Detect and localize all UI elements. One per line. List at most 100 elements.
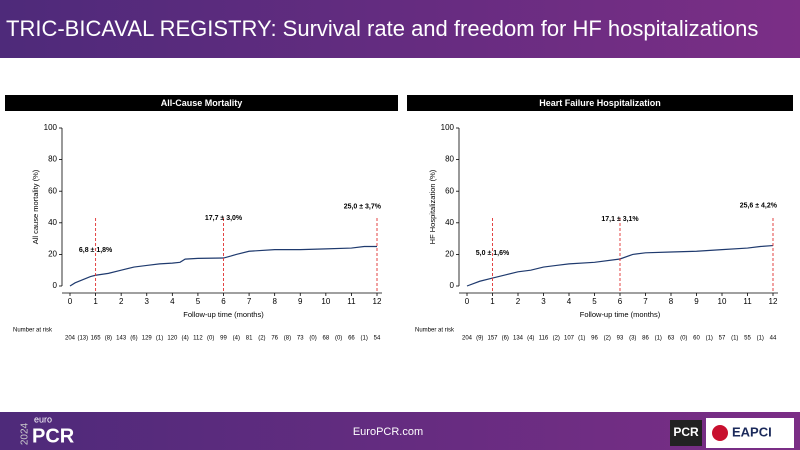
risk-censored: (0) [207,336,214,342]
footer-brand: PCR [32,425,75,447]
x-tick-label: 9 [694,297,699,306]
risk-count: 157 [487,336,498,342]
logo-box [670,420,702,446]
risk-count: 44 [770,336,777,342]
risk-censored: (13) [77,336,88,342]
x-tick-label: 11 [743,297,752,306]
risk-count: 165 [91,336,102,342]
risk-count: 134 [513,336,524,342]
x-tick-label: 1 [490,297,495,306]
y-tick-label: 100 [44,123,58,132]
logo-pcr: PCR [673,425,699,439]
footer-url: EuroPCR.com [353,426,423,438]
risk-count: 57 [719,336,726,342]
annotation-label: 5,0 ± 1,6% [476,250,510,257]
x-tick-label: 7 [247,297,252,306]
y-tick-label: 0 [450,281,455,290]
x-tick-label: 12 [769,297,778,306]
y-axis-label: All cause mortality (%) [31,169,40,244]
risk-censored: (8) [284,336,291,342]
x-tick-label: 11 [347,297,356,306]
risk-count: 68 [322,336,329,342]
footer-bar [0,412,800,450]
risk-censored: (1) [757,336,764,342]
risk-censored: (2) [553,336,560,342]
risk-censored: (4) [527,336,534,342]
risk-count: 112 [193,336,203,342]
panel-header [407,95,793,111]
x-tick-label: 4 [567,297,572,306]
risk-count: 116 [539,336,549,342]
x-tick-label: 5 [196,297,201,306]
risk-count: 63 [668,336,675,342]
y-tick-label: 0 [53,281,58,290]
x-tick-label: 9 [298,297,303,306]
panel-title: Heart Failure Hospitalization [539,98,661,108]
risk-censored: (0) [335,336,342,342]
footer-year: 2024 [20,422,31,445]
risk-count: 54 [374,336,381,342]
x-tick-label: 2 [516,297,521,306]
y-tick-label: 40 [445,218,454,227]
y-tick-label: 100 [441,123,455,132]
risk-count: 120 [167,336,178,342]
risk-censored: (6) [502,336,509,342]
risk-count: 60 [693,336,700,342]
risk-label: Number at risk [415,328,455,334]
x-tick-label: 5 [592,297,597,306]
y-tick-label: 20 [48,250,57,259]
risk-count: 55 [744,336,751,342]
risk-censored: (4) [233,336,240,342]
risk-count: 107 [564,336,575,342]
risk-count: 81 [246,336,253,342]
y-tick-label: 60 [445,186,454,195]
risk-count: 76 [271,336,278,342]
x-axis-label: Follow-up time (months) [580,310,661,319]
x-tick-label: 6 [618,297,623,306]
risk-censored: (8) [105,336,112,342]
x-tick-label: 8 [669,297,674,306]
risk-censored: (3) [629,336,636,342]
risk-censored: (1) [706,336,713,342]
risk-count: 204 [462,336,473,342]
risk-censored: (4) [181,336,188,342]
x-axis-label: Follow-up time (months) [183,310,264,319]
risk-censored: (1) [156,336,163,342]
slide-title: TRIC-BICAVAL REGISTRY: Survival rate and… [6,16,758,41]
survival-line [466,244,774,287]
risk-censored: (1) [578,336,585,342]
y-tick-label: 80 [445,155,454,164]
y-axis-label: HF Hospitalization (%) [428,169,437,244]
risk-count: 66 [348,336,355,342]
y-tick-label: 60 [48,186,57,195]
risk-count: 73 [297,336,304,342]
risk-count: 204 [65,336,76,342]
annotation-label: 25,6 ± 4,2% [740,202,778,209]
logo-eapci: EAPCI [732,424,772,439]
risk-censored: (9) [476,336,483,342]
x-tick-label: 7 [643,297,648,306]
annotation-label: 17,1 ± 3,1% [601,216,639,223]
logo-heart [712,425,728,441]
risk-censored: (1) [655,336,662,342]
x-tick-label: 3 [145,297,150,306]
x-tick-label: 1 [93,297,98,306]
risk-censored: (0) [309,336,316,342]
x-tick-label: 4 [170,297,175,306]
risk-censored: (2) [258,336,265,342]
risk-censored: (0) [680,336,687,342]
risk-censored: (1) [731,336,738,342]
x-tick-label: 12 [373,297,382,306]
risk-count: 93 [617,336,624,342]
x-tick-label: 6 [221,297,226,306]
risk-count: 96 [591,336,598,342]
x-tick-label: 2 [119,297,124,306]
panel-header [5,95,398,111]
y-tick-label: 20 [445,250,454,259]
y-tick-label: 80 [48,155,57,164]
risk-count: 86 [642,336,649,342]
risk-count: 99 [220,336,227,342]
annotation-label: 25,0 ± 3,7% [344,203,382,210]
footer-brand-small: euro [34,414,52,424]
